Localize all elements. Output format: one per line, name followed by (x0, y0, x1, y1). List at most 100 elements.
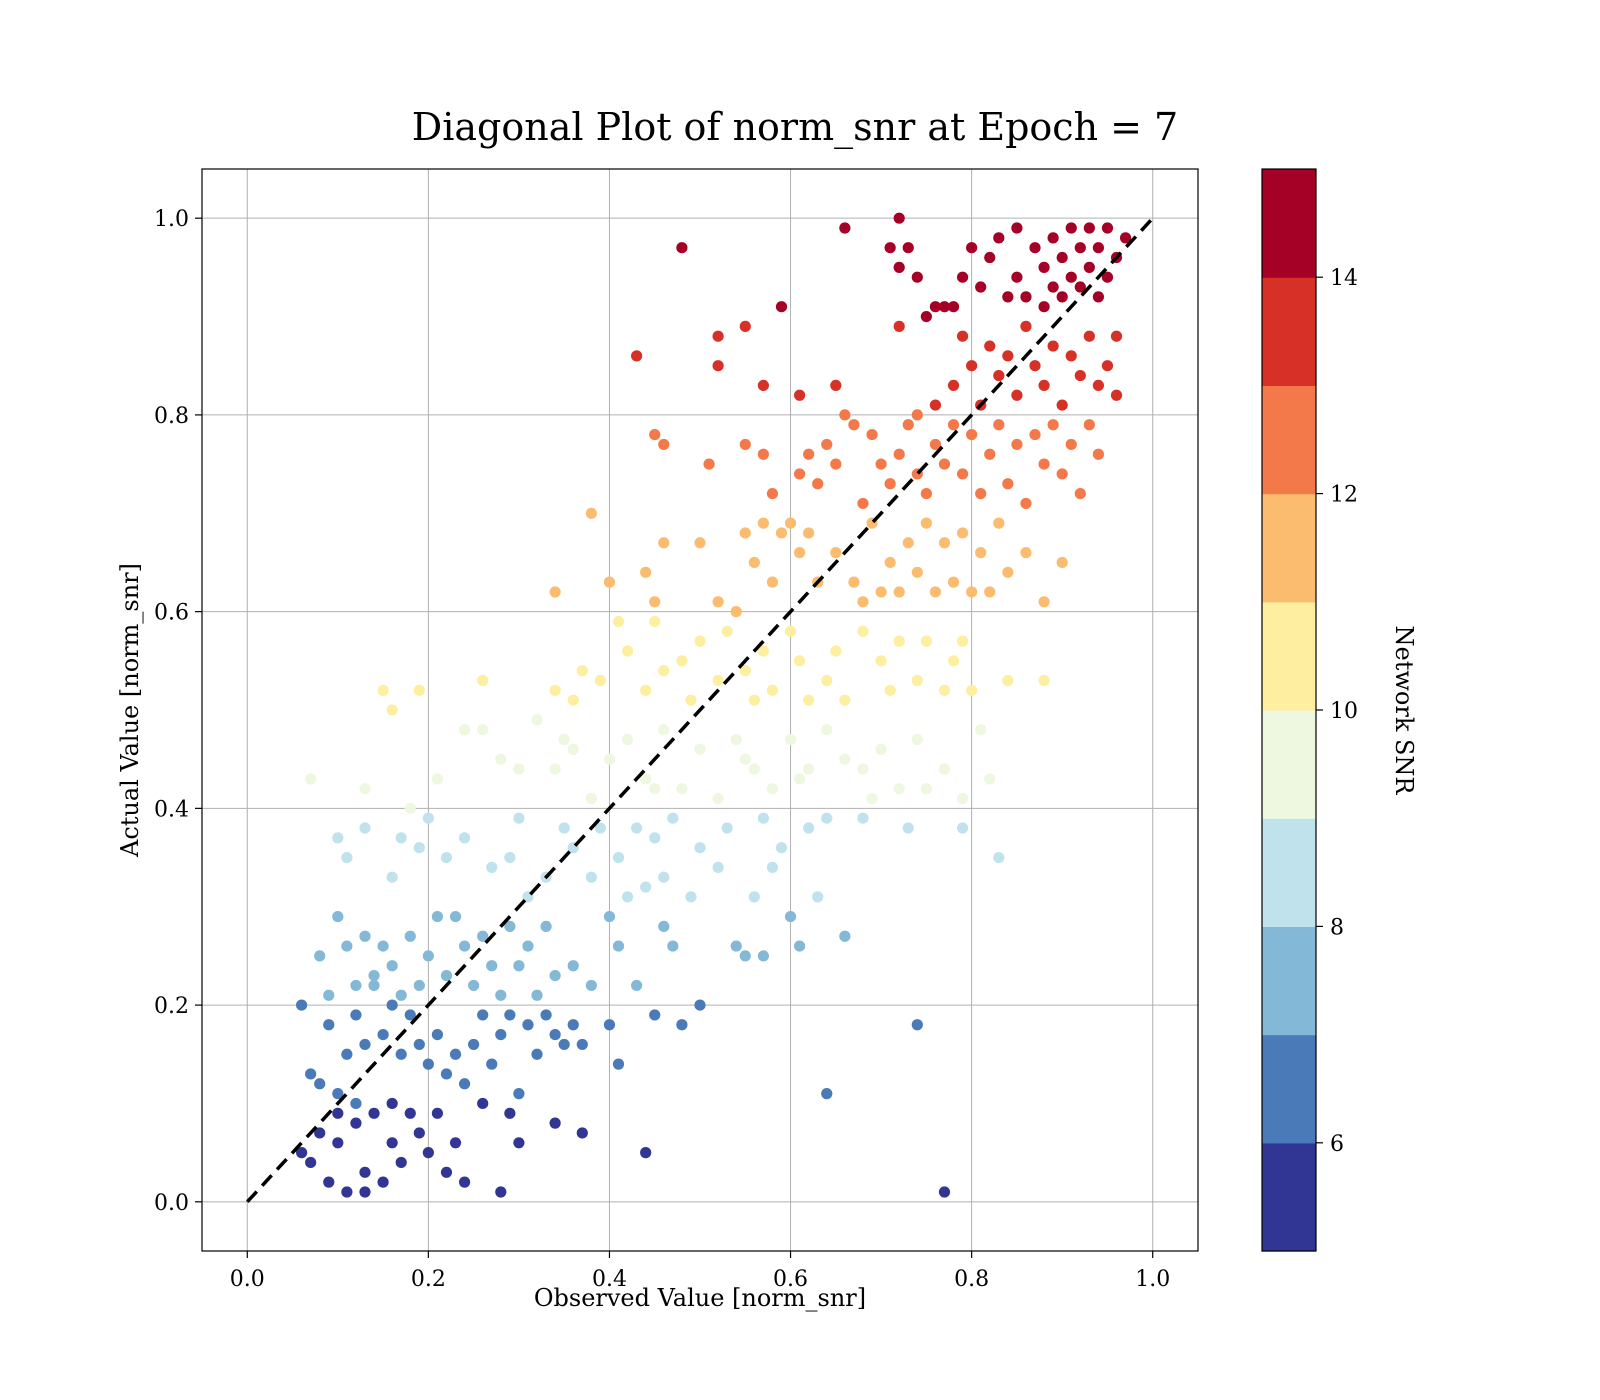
scatter-point (667, 812, 679, 824)
scatter-point (440, 1166, 453, 1178)
scatter-point (821, 724, 833, 736)
scatter-point (1101, 360, 1114, 372)
scatter-point (893, 783, 905, 795)
scatter-point (513, 1137, 525, 1149)
scatter-point (377, 1029, 389, 1041)
scatter-point (911, 674, 923, 687)
scatter-point (449, 1137, 462, 1149)
scatter-point (359, 1186, 371, 1198)
scatter-point (621, 733, 634, 746)
scatter-point (1038, 458, 1050, 470)
scatter-point (377, 1176, 389, 1188)
scatter-point (1011, 271, 1023, 283)
scatter-point (1119, 232, 1132, 244)
scatter-point (449, 910, 462, 923)
scatter-point (1056, 291, 1068, 303)
scatter-point (784, 517, 797, 529)
scatter-point (739, 527, 751, 539)
scatter-point (803, 694, 815, 706)
scatter-point (1083, 330, 1095, 342)
colorbar-segment (1262, 385, 1316, 495)
scatter-point (938, 763, 951, 775)
scatter-point (549, 586, 561, 598)
scatter-point (395, 1048, 407, 1060)
scatter-point (712, 861, 724, 873)
scatter-point (404, 802, 416, 814)
scatter-point (929, 438, 942, 451)
scatter-point (558, 733, 570, 746)
scatter-point (513, 812, 525, 824)
scatter-point (341, 1186, 353, 1198)
scatter-point (975, 724, 987, 736)
scatter-point (368, 1107, 380, 1119)
colorbar-segment (1262, 1034, 1316, 1144)
scatter-point (658, 724, 670, 736)
scatter-point (993, 419, 1005, 431)
scatter-point (649, 615, 661, 628)
scatter-point (486, 960, 498, 972)
scatter-point (757, 379, 769, 391)
scatter-point (1083, 222, 1095, 234)
scatter-point (902, 822, 914, 834)
scatter-point (576, 1038, 588, 1051)
scatter-point (413, 979, 425, 992)
scatter-point (314, 1127, 326, 1139)
scatter-point (893, 320, 905, 332)
scatter-point (332, 1088, 344, 1100)
scatter-point (984, 586, 996, 598)
scatter-point (902, 537, 914, 549)
scatter-point (640, 566, 652, 578)
scatter-point (594, 822, 607, 834)
scatter-point (857, 763, 869, 775)
scatter-point (658, 537, 670, 549)
scatter-point (893, 586, 905, 598)
scatter-point (386, 960, 398, 972)
scatter-point (1092, 379, 1104, 391)
scatter-point (866, 428, 878, 441)
scatter-point (694, 842, 706, 854)
scatter-point (920, 310, 932, 323)
scatter-point (377, 684, 389, 696)
scatter-points (296, 212, 1132, 1198)
scatter-point (857, 625, 869, 637)
scatter-point (549, 1029, 561, 1041)
scatter-point (477, 674, 489, 687)
scatter-point (929, 586, 942, 598)
scatter-point (323, 1176, 335, 1188)
scatter-point (458, 832, 471, 844)
scatter-point (766, 576, 779, 588)
scatter-point (694, 743, 706, 755)
scatter-point (739, 665, 751, 677)
scatter-point (368, 969, 380, 982)
scatter-point (440, 851, 453, 864)
scatter-point (658, 665, 670, 677)
scatter-point (893, 212, 905, 224)
scatter-point (621, 645, 634, 657)
scatter-point (341, 851, 353, 864)
scatter-point (341, 940, 353, 952)
scatter-point (486, 861, 498, 873)
scatter-point (404, 930, 416, 942)
scatter-point (902, 419, 914, 431)
scatter-point (947, 655, 960, 667)
scatter-point (875, 743, 887, 755)
scatter-point (1065, 222, 1077, 234)
scatter-point (875, 458, 887, 470)
scatter-point (549, 684, 561, 696)
scatter-point (477, 724, 489, 736)
scatter-point (558, 822, 570, 834)
scatter-point (1029, 242, 1041, 254)
scatter-point (794, 389, 806, 401)
plot-frame (201, 168, 1199, 1252)
scatter-point (422, 950, 434, 962)
scatter-point (1038, 674, 1050, 687)
scatter-point (640, 1147, 652, 1159)
scatter-point (938, 458, 951, 470)
scatter-point (766, 684, 779, 696)
scatter-point (1038, 379, 1050, 391)
scatter-point (757, 812, 769, 824)
scatter-point (431, 773, 444, 785)
scatter-point (893, 261, 905, 273)
scatter-point (631, 979, 643, 992)
